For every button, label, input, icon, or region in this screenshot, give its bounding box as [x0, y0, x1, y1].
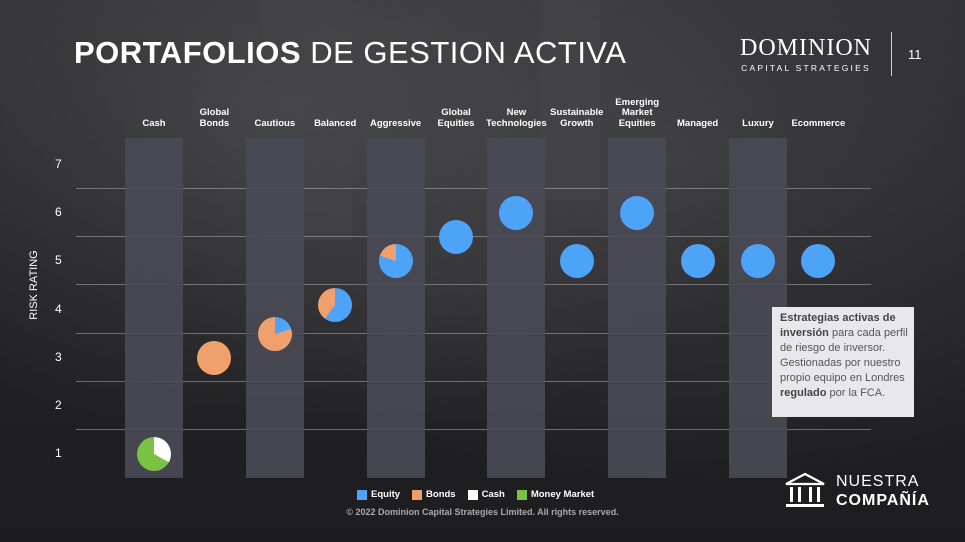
note-bold-2: regulado [780, 387, 827, 399]
chart-legend: Equity Bonds Cash Money Market [357, 489, 594, 500]
slide-title-bold: PORTAFOLIOS [74, 35, 302, 70]
legend-item-equity: Equity [357, 489, 400, 500]
logo-sub-text: CAPITAL STRATEGIES [741, 63, 871, 73]
category-label: Balanced [314, 117, 357, 129]
note-bold-1: Estrategias activas de inversión [780, 312, 896, 339]
column-band [366, 138, 425, 478]
info-note-box: Estrategias activas de inversión para ca… [772, 307, 914, 417]
allocation-pie-marker [741, 244, 775, 279]
legend-label-money-market: Money Market [530, 489, 595, 500]
category-label: Global Bonds [199, 107, 230, 129]
category-label: Managed [677, 117, 719, 129]
allocation-pie-marker [801, 244, 836, 279]
legend-item-bonds: Bonds [412, 489, 456, 500]
y-tick-label: 6 [55, 205, 62, 220]
note-text-3: por la FCA. [826, 387, 886, 399]
allocation-pie-marker [559, 244, 594, 279]
column-band [608, 138, 667, 478]
legend-label-bonds: Bonds [426, 489, 456, 500]
slide-title-rest: DE GESTION ACTIVA [310, 35, 627, 70]
column-band [245, 138, 304, 478]
company-link-line-2: COMPAÑÍA [836, 492, 930, 509]
legend-item-money-market: Money Market [516, 489, 595, 500]
category-label: New Technologies [486, 107, 547, 129]
allocation-pie-marker [620, 196, 655, 231]
category-label: Sustainable Growth [550, 107, 604, 129]
gridline [76, 284, 871, 286]
gridline [76, 428, 871, 430]
y-tick-label: 3 [55, 349, 62, 364]
note-text-1: para cada perfil de riesgo de inversor. [780, 327, 908, 354]
y-tick-label: 4 [55, 301, 62, 316]
company-logo: DOMINION CAPITAL STRATEGIES [736, 36, 876, 73]
category-label: Luxury [742, 117, 774, 129]
company-link-line-1: NUESTRA [836, 473, 920, 490]
allocation-pie-marker [318, 287, 353, 322]
legend-swatch-equity [357, 489, 367, 500]
allocation-pie-marker [137, 437, 171, 471]
legend-swatch-bonds [412, 489, 423, 500]
y-axis-label: RISK RATING [28, 250, 40, 320]
y-tick-label: 5 [55, 253, 62, 268]
allocation-pie-marker [680, 244, 715, 279]
category-label: Cash [142, 117, 166, 129]
gridline [76, 188, 871, 189]
legend-swatch-cash [467, 489, 478, 500]
legend-item-cash: Cash [467, 489, 505, 500]
gridline [76, 380, 871, 382]
copyright-text: © 2022 Dominion Capital Strategies Limit… [346, 507, 619, 517]
building-columns-icon [785, 472, 825, 507]
allocation-pie-marker [499, 196, 534, 231]
y-tick-label: 7 [55, 157, 62, 171]
allocation-pie-marker [439, 220, 473, 255]
column-band [125, 138, 183, 478]
nuestra-compania-link[interactable]: NUESTRA COMPAÑÍA [784, 472, 930, 510]
page-number: 11 [908, 47, 922, 62]
gridline [76, 236, 871, 238]
allocation-pie-marker [378, 244, 413, 279]
allocation-pie-marker [257, 316, 292, 351]
slide-title: PORTAFOLIOS DE GESTION ACTIVA [74, 35, 626, 71]
column-band [487, 138, 546, 478]
category-label: Ecommerce [791, 117, 846, 129]
y-tick-label: 1 [55, 446, 62, 460]
logo-main-text: DOMINION [740, 35, 872, 61]
legend-swatch-money-market [516, 489, 527, 500]
allocation-pie-marker [197, 340, 232, 375]
category-label: Emerging Market Equities [615, 96, 660, 129]
logo-divider [891, 32, 892, 76]
legend-label-cash: Cash [481, 489, 505, 500]
category-label: Aggressive [369, 117, 422, 129]
category-label: Cautious [254, 117, 296, 129]
note-text-2: Gestionadas por nuestro propio equipo en… [780, 357, 905, 384]
y-tick-label: 2 [55, 397, 62, 412]
category-label: Global Equities [437, 107, 475, 129]
legend-label-equity: Equity [371, 489, 401, 500]
background-tower [540, 0, 600, 200]
gridline [76, 332, 871, 334]
